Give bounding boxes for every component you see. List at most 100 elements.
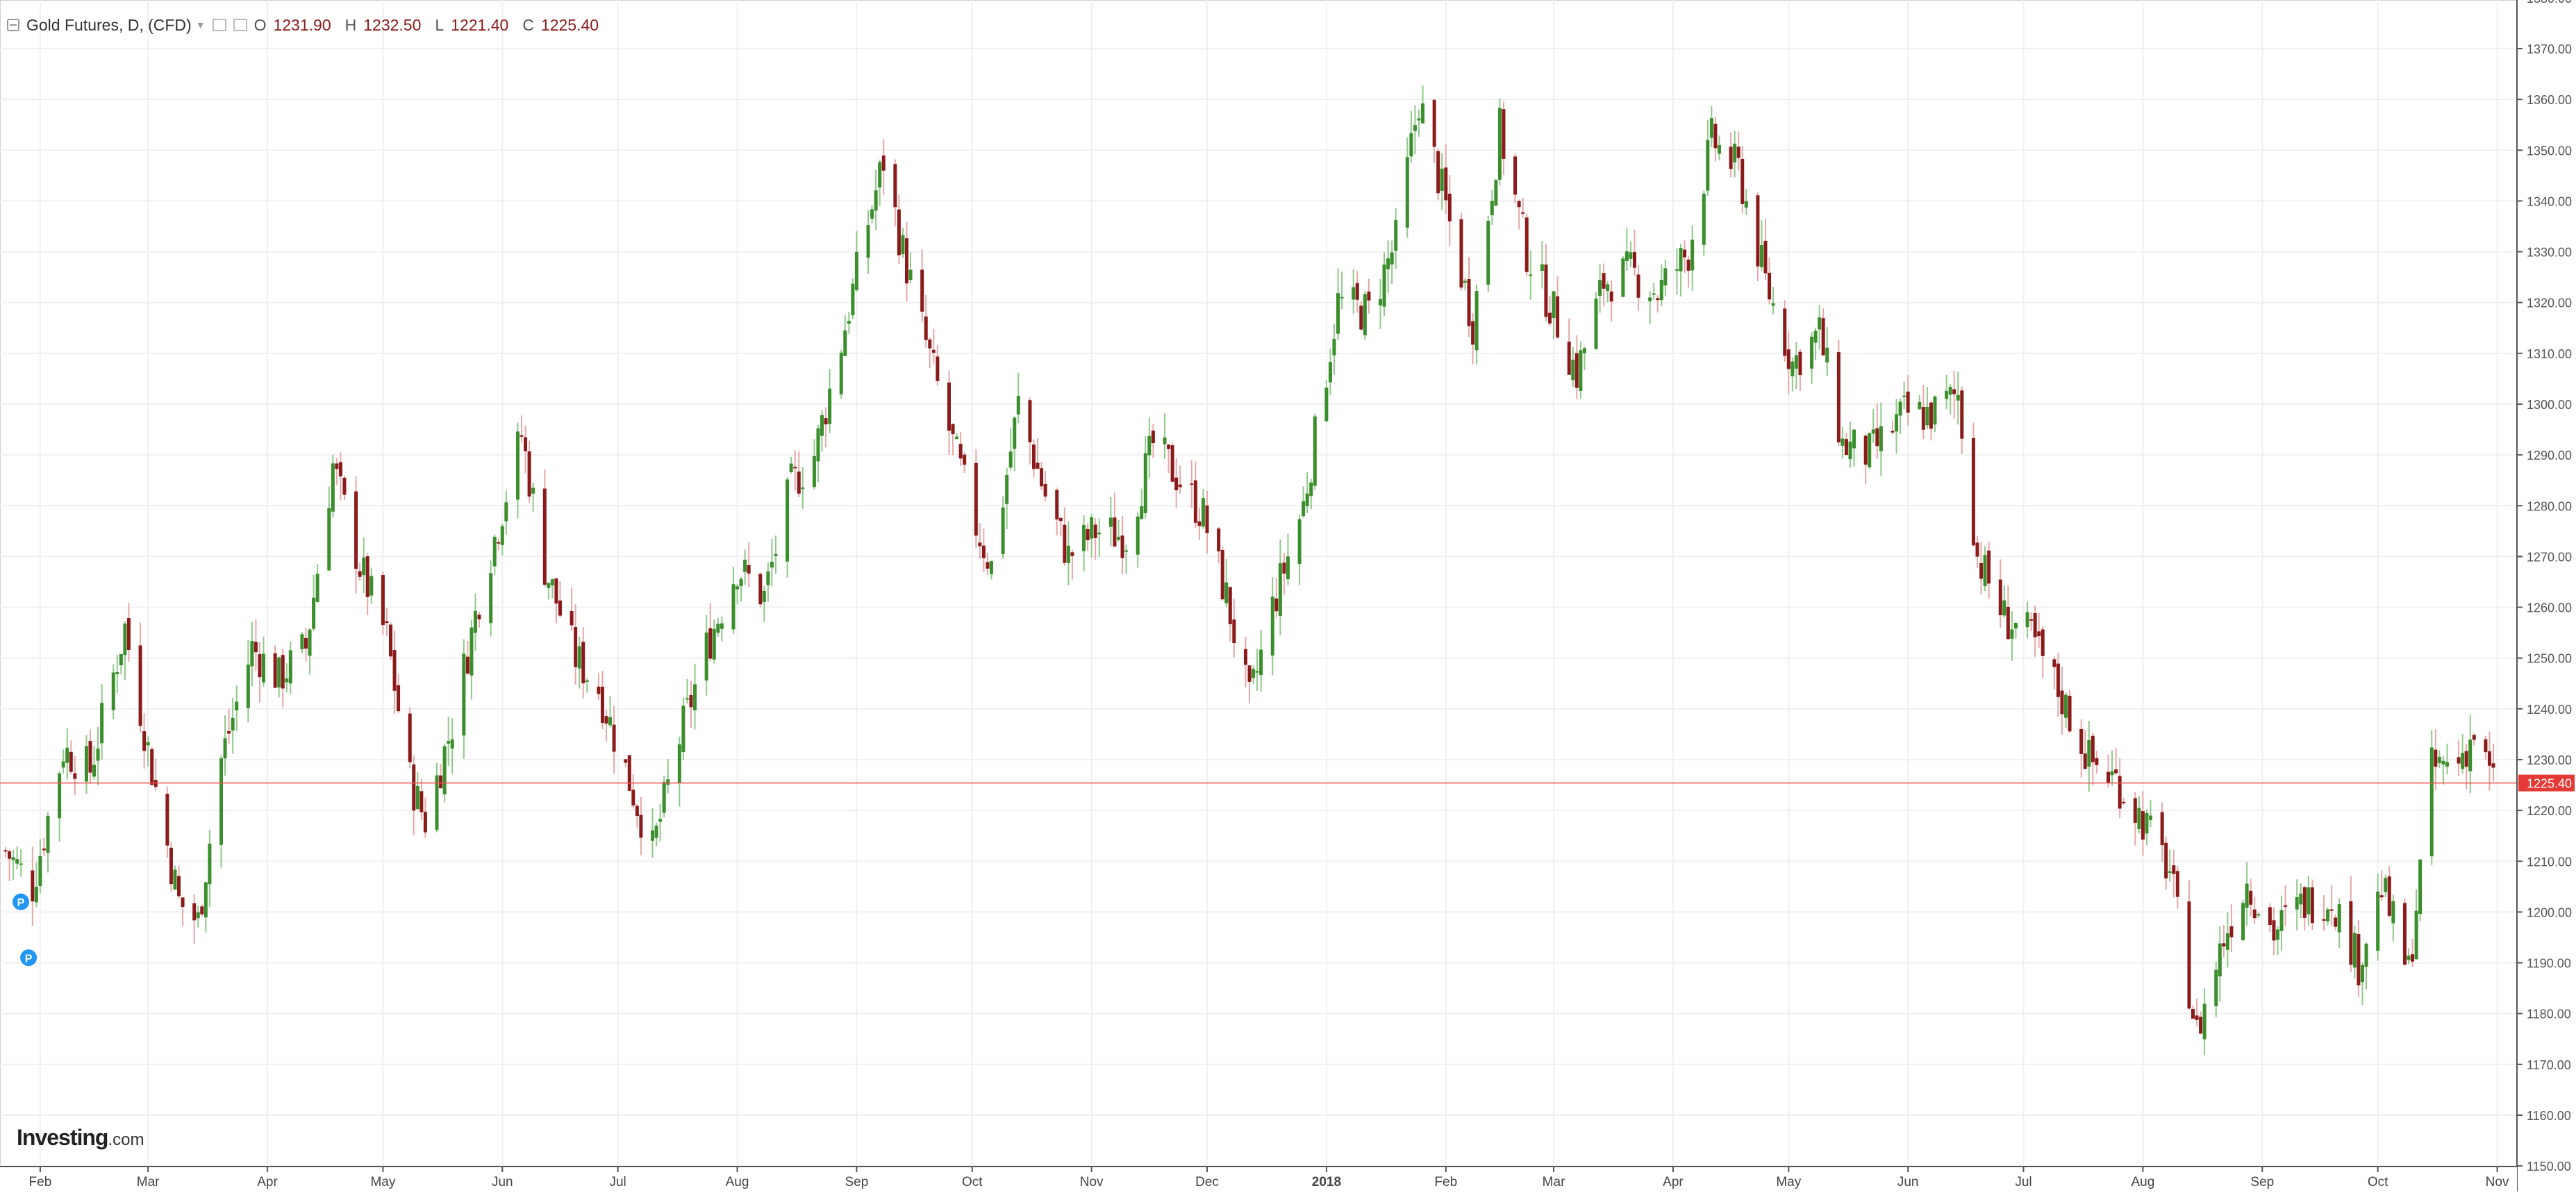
candle-body: [412, 764, 416, 811]
candle: [2025, 601, 2029, 638]
candle: [2310, 879, 2314, 930]
chevron-down-icon[interactable]: ▼: [195, 19, 206, 31]
candle: [450, 717, 454, 774]
candle: [2202, 988, 2207, 1055]
candle: [369, 567, 374, 604]
candle-body: [1282, 562, 1286, 574]
candle: [2275, 926, 2279, 955]
candle: [2083, 729, 2087, 769]
candle-body: [1756, 195, 1760, 267]
settings-icon[interactable]: [212, 19, 226, 31]
candle: [2387, 866, 2391, 918]
candle-body: [2145, 813, 2149, 834]
candle: [1036, 438, 1040, 469]
candle: [111, 664, 115, 719]
event-marker[interactable]: P: [20, 949, 38, 967]
collapse-legend-icon[interactable]: [7, 19, 19, 31]
candle-body: [119, 653, 123, 666]
price-tick-label: 1260.00: [2527, 601, 2572, 615]
candle: [58, 771, 62, 842]
candle: [1783, 300, 1787, 362]
candle-body: [1556, 296, 1560, 337]
candle: [770, 538, 774, 586]
candle: [497, 538, 501, 551]
candle: [1359, 301, 1363, 331]
candle: [1717, 135, 1721, 160]
price-axis[interactable]: 1150.00 1160.00 1170.00 1180.00 1190.00 1200.…: [2516, 0, 2576, 1192]
candle-body: [2387, 876, 2391, 916]
candle-body: [146, 742, 150, 746]
high-label: H: [344, 15, 357, 34]
candle: [2118, 758, 2122, 819]
candle-body: [1217, 528, 1221, 552]
candle-body: [1082, 525, 1086, 551]
candle: [1474, 284, 1479, 365]
candle: [2299, 883, 2303, 919]
candle: [1170, 442, 1174, 483]
event-marker[interactable]: P: [13, 893, 29, 910]
candle-body: [947, 382, 951, 431]
candle-body: [2068, 695, 2072, 732]
candle-body: [1113, 517, 1117, 547]
candle-body: [793, 467, 797, 469]
candle-body: [254, 642, 258, 653]
candle: [1763, 219, 1768, 281]
time-axis[interactable]: Feb Mar Apr May Jun Jul Aug Sep Oct Nov Dec 2018 Feb…: [0, 1166, 2517, 1192]
candle: [881, 139, 886, 196]
symbol-title[interactable]: Gold Futures, D, (CFD): [26, 15, 192, 34]
candle-body: [1863, 435, 1868, 465]
candle: [1447, 174, 1452, 246]
candle: [635, 803, 639, 829]
candle-body: [315, 574, 319, 602]
candle-body: [1929, 402, 1933, 429]
candle: [2114, 748, 2118, 776]
candle: [1709, 106, 1713, 147]
candle: [2411, 939, 2415, 967]
price-tick-label: 1300.00: [2527, 398, 2572, 412]
candle-body: [1871, 429, 1875, 434]
candle: [854, 231, 858, 292]
candle-body: [1178, 484, 1182, 487]
candle: [1113, 492, 1117, 547]
close-icon[interactable]: [233, 19, 247, 31]
candle: [1556, 276, 1560, 340]
candle: [2137, 796, 2141, 834]
candle-body: [866, 225, 870, 258]
candle: [177, 865, 181, 899]
event-marker-circle[interactable]: [13, 893, 29, 910]
candle-body: [8, 851, 12, 859]
candle: [1956, 371, 1960, 425]
price-tick-label: 1210.00: [2527, 855, 2572, 869]
candle: [1571, 347, 1575, 387]
candle-body: [789, 463, 793, 472]
candle-body: [577, 646, 581, 669]
candle-body: [111, 672, 115, 710]
candle-body: [115, 672, 119, 674]
brand-name: Investing: [17, 1125, 108, 1150]
candle-body: [1382, 264, 1386, 307]
candle-body: [365, 556, 369, 598]
candle-body: [100, 703, 104, 744]
candle-body: [797, 471, 801, 494]
candle-body: [2110, 771, 2114, 776]
candle-body: [666, 779, 670, 785]
candle-body: [720, 623, 724, 629]
time-tick-label: Jul: [609, 1175, 626, 1189]
candle: [1436, 148, 1440, 201]
candle: [1952, 370, 1956, 419]
event-marker-circle[interactable]: [20, 949, 38, 967]
candle: [1659, 264, 1663, 307]
candle: [1390, 240, 1394, 285]
candle: [1983, 546, 1987, 592]
candle-body: [1367, 291, 1371, 301]
candle: [1151, 424, 1155, 458]
candle: [1683, 240, 1687, 273]
candle-body: [2041, 629, 2045, 656]
candle: [315, 564, 319, 603]
candle-body: [897, 209, 901, 256]
candle: [1821, 308, 1825, 356]
candle-body: [2033, 613, 2037, 637]
candle: [258, 642, 262, 703]
